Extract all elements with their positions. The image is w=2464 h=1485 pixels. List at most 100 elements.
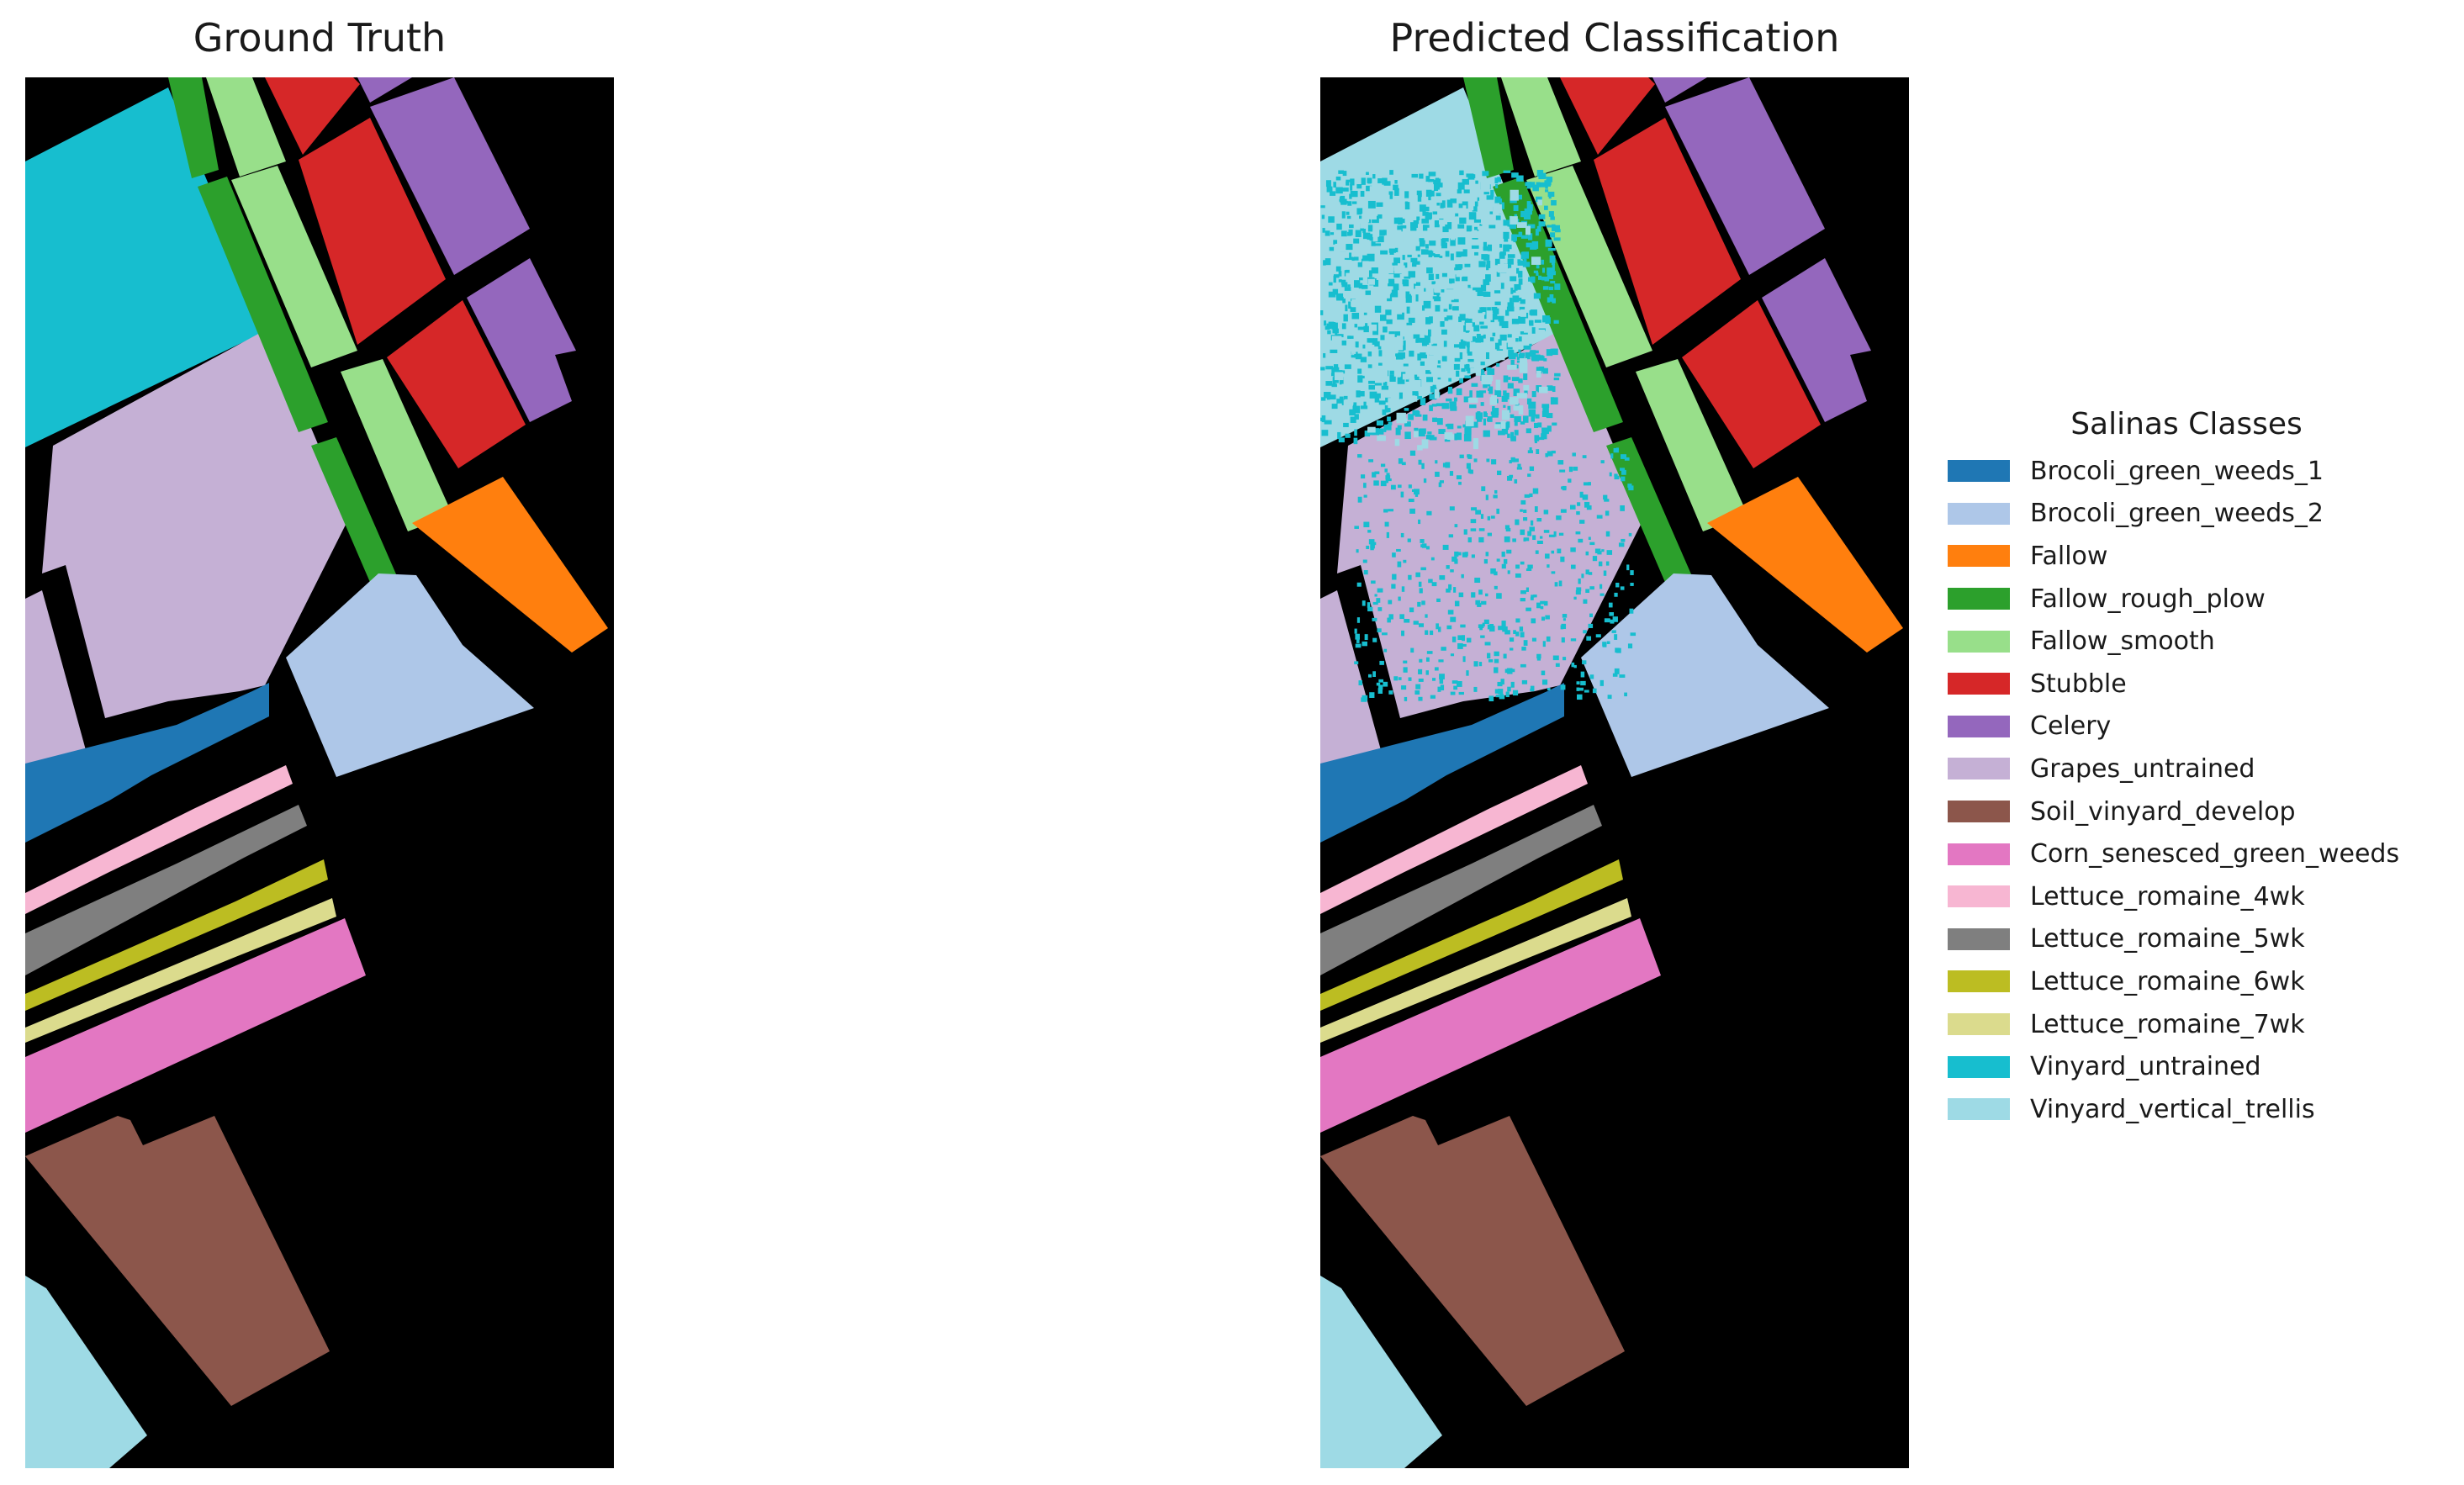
field-celery-2 [1665,77,1825,275]
legend-label: Lettuce_romaine_7wk [2030,1009,2305,1039]
legend-label: Corn_senesced_green_weeds [2030,839,2400,869]
field-fallow-rough-plow-2 [198,177,328,432]
field-soil-vinyard [1320,1116,1625,1406]
field-vinyard-vertical-trellis [25,1276,147,1468]
field-brocoli-1 [25,683,269,843]
legend-label: Lettuce_romaine_6wk [2030,966,2305,996]
field-lettuce-7wk [25,898,336,1043]
legend-label: Lettuce_romaine_4wk [2030,881,2305,912]
field-stubble-2 [1594,118,1741,345]
field-vinyard-vertical-trellis [1320,1276,1442,1468]
legend: Salinas Classes Brocoli_green_weeds_1 Bro… [1934,407,2456,1131]
legend-swatch [1948,630,2010,653]
legend-label: Stubble [2030,669,2127,699]
legend-label: Brocoli_green_weeds_2 [2030,499,2324,529]
field-fallow [412,477,608,653]
predicted-map [1320,77,1909,1468]
legend-swatch [1948,1055,2010,1078]
field-fallow-smooth-3 [1636,359,1748,531]
legend-item: Lettuce_romaine_5wk [1934,918,2456,961]
legend-swatch [1948,927,2010,950]
field-fallow-smooth-3 [341,359,452,531]
field-brocoli-1 [1320,683,1564,843]
legend-items: Brocoli_green_weeds_1 Brocoli_green_weeds… [1934,450,2456,1131]
field-fallow-rough-plow-3 [311,437,399,592]
field-fallow-smooth [206,77,286,177]
legend-item: Brocoli_green_weeds_1 [1934,450,2456,493]
field-lettuce-5wk [1320,805,1602,975]
legend-label: Fallow [2030,541,2108,571]
field-brocoli-2 [1581,573,1829,777]
legend-title: Salinas Classes [2070,407,2303,441]
legend-label: Soil_vinyard_develop [2030,796,2296,827]
field-fallow-smooth-2 [1526,166,1652,367]
legend-swatch [1948,970,2010,993]
legend-item: Vinyard_untrained [1934,1045,2456,1088]
field-stubble [265,77,360,155]
legend-item: Fallow_rough_plow [1934,578,2456,621]
legend-label: Vinyard_vertical_trellis [2030,1094,2315,1124]
legend-swatch [1948,758,2010,780]
field-lettuce-4wk [25,765,293,914]
field-lettuce-6wk [25,859,328,1011]
field-lettuce-5wk [25,805,307,975]
legend-label: Grapes_untrained [2030,753,2255,784]
legend-item: Lettuce_romaine_4wk [1934,875,2456,918]
legend-item: Lettuce_romaine_7wk [1934,1003,2456,1046]
field-grapes-untrained [42,328,349,718]
legend-label: Vinyard_untrained [2030,1052,2261,1082]
ground-truth-map [25,77,614,1468]
field-brocoli-2 [286,573,534,777]
field-fallow [1707,477,1903,653]
legend-item: Fallow [1934,535,2456,578]
field-lettuce-6wk [1320,859,1623,1011]
legend-item: Soil_vinyard_develop [1934,790,2456,833]
field-vinyard-untrained [25,87,269,447]
field-fallow-rough-plow-3 [1606,437,1695,592]
legend-label: Fallow_rough_plow [2030,584,2266,614]
field-soil-vinyard [25,1116,330,1406]
field-stubble-3 [387,300,526,468]
field-celery-3 [467,258,576,422]
legend-item: Stubble [1934,663,2456,706]
legend-label: Celery [2030,711,2112,742]
predicted-title: Predicted Classification [1389,15,1840,61]
legend-swatch [1948,673,2010,695]
legend-swatch [1948,1013,2010,1036]
field-celery [357,77,412,103]
field-celery-2 [370,77,530,275]
legend-swatch [1948,588,2010,610]
field-stubble [1560,77,1655,155]
field-celery [1652,77,1707,103]
legend-item: Fallow_smooth [1934,620,2456,663]
legend-item: Vinyard_vertical_trellis [1934,1088,2456,1131]
field-corn [25,918,366,1133]
legend-label: Lettuce_romaine_5wk [2030,924,2305,954]
legend-label: Fallow_smooth [2030,626,2215,657]
field-fallow-rough-plow [1463,77,1514,178]
legend-label: Brocoli_green_weeds_1 [2030,456,2324,486]
field-lettuce-7wk [1320,898,1631,1043]
field-grapes-untrained [1337,328,1644,718]
misclassification-speckle [1320,170,1636,702]
field-stubble-3 [1682,300,1821,468]
legend-swatch [1948,545,2010,568]
field-fallow-rough-plow-2 [1493,177,1623,432]
field-fallow-smooth [1501,77,1581,177]
ground-truth-title: Ground Truth [193,15,447,61]
legend-swatch [1948,715,2010,737]
legend-item: Corn_senesced_green_weeds [1934,832,2456,875]
legend-item: Lettuce_romaine_6wk [1934,960,2456,1003]
legend-swatch [1948,843,2010,865]
legend-swatch [1948,460,2010,483]
legend-item: Grapes_untrained [1934,748,2456,790]
field-stubble-2 [299,118,446,345]
field-corn [1320,918,1661,1133]
field-lettuce-4wk [1320,765,1588,914]
legend-item: Brocoli_green_weeds_2 [1934,493,2456,536]
legend-item: Celery [1934,706,2456,748]
field-grapes-left [1320,590,1381,775]
legend-swatch [1948,885,2010,908]
legend-swatch [1948,502,2010,525]
field-celery-3 [1762,258,1871,422]
